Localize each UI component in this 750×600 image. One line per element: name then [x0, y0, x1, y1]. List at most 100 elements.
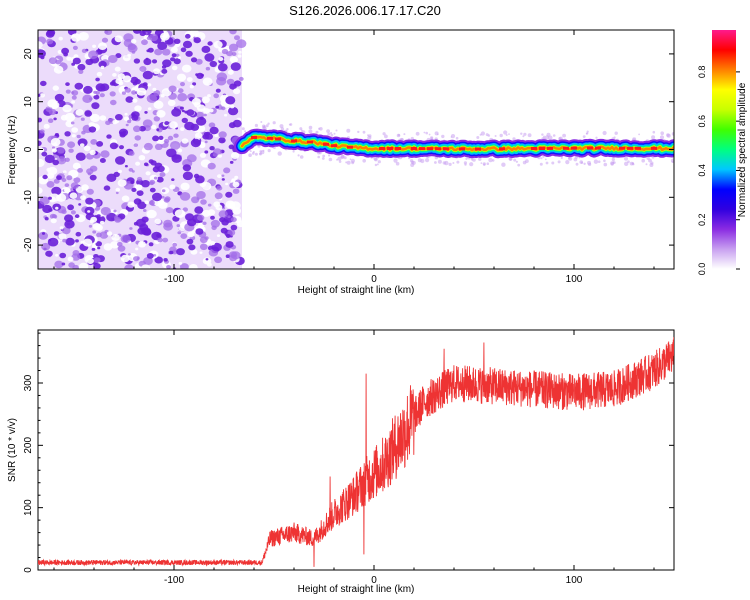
signal-halo-dot	[652, 130, 656, 134]
noise-blob	[124, 165, 128, 168]
noise-blob	[221, 174, 225, 177]
noise-blob	[154, 48, 163, 56]
noise-blob	[124, 87, 131, 93]
spectrogram-noise-region	[38, 30, 247, 269]
noise-blob	[153, 100, 164, 110]
noise-blob	[134, 184, 143, 191]
noise-blob	[232, 181, 240, 188]
signal-halo-dot	[384, 134, 388, 139]
signal-halo-dot	[523, 132, 527, 136]
noise-blob	[88, 122, 96, 128]
signal-peak	[499, 147, 505, 151]
noise-blob	[146, 253, 154, 259]
snr-panel: -100 0 100 0 100 200 300 Height of straight l…	[7, 329, 675, 595]
signal-halo-dot	[587, 160, 591, 165]
noise-blob	[160, 94, 165, 98]
noise-blob	[52, 159, 59, 166]
noise-blob	[180, 127, 185, 131]
noise-blob	[218, 210, 228, 219]
signal-halo-dot	[476, 136, 480, 139]
noise-blob	[115, 53, 122, 59]
noise-blob	[42, 174, 48, 180]
noise-blob	[169, 250, 174, 255]
signal-halo-dot	[373, 156, 378, 161]
noise-blob	[59, 252, 67, 259]
noise-blob	[64, 131, 71, 137]
signal-peak	[651, 146, 657, 150]
noise-blob	[55, 253, 59, 257]
noise-blob	[122, 75, 132, 83]
signal-halo-dot	[586, 132, 589, 135]
figure-title: S126.2026.006.17.17.C20	[289, 3, 441, 18]
noise-blob	[230, 62, 241, 71]
noise-blob	[64, 183, 70, 188]
noise-blob	[89, 174, 97, 181]
noise-blob	[125, 123, 129, 127]
signal-halo-dot	[632, 137, 637, 142]
noise-blob	[106, 231, 113, 236]
signal-halo-dot	[308, 125, 313, 130]
signal-halo-dot	[560, 156, 563, 159]
noise-blob	[53, 117, 57, 121]
noise-blob	[69, 192, 78, 199]
noise-blob	[225, 200, 236, 209]
signal-halo-dot	[480, 162, 483, 165]
noise-blob	[170, 57, 176, 62]
noise-blob	[65, 89, 71, 94]
noise-blob	[64, 219, 75, 229]
signal-halo-dot	[645, 163, 648, 166]
noise-blob	[210, 215, 215, 220]
noise-blob	[66, 56, 72, 61]
noise-blob	[148, 200, 155, 206]
noise-blob	[62, 227, 71, 235]
noise-blob	[89, 149, 96, 156]
noise-blob	[81, 48, 87, 54]
noise-blob	[233, 88, 241, 95]
noise-blob	[151, 124, 157, 130]
signal-halo-dot	[487, 134, 491, 137]
noise-blob	[119, 132, 126, 138]
signal-halo-dot	[611, 157, 615, 162]
noise-blob	[182, 40, 193, 49]
noise-blob	[146, 94, 158, 103]
noise-blob	[49, 193, 60, 202]
noise-blob	[167, 135, 174, 141]
noise-blob	[61, 262, 66, 266]
noise-blob	[166, 265, 171, 269]
noise-blob	[232, 188, 240, 194]
noise-blob	[207, 203, 212, 207]
signal-peak	[531, 147, 537, 150]
noise-blob	[204, 53, 215, 62]
noise-blob	[185, 50, 193, 57]
noise-blob	[86, 188, 94, 195]
signal-halo-dot	[482, 162, 486, 166]
noise-blob	[236, 220, 245, 228]
signal-halo-dot	[632, 162, 634, 164]
noise-blob	[71, 127, 79, 133]
noise-blob	[136, 190, 144, 197]
noise-blob	[229, 30, 237, 35]
noise-blob	[192, 82, 197, 86]
signal-halo-dot	[410, 136, 414, 141]
noise-blob	[139, 66, 147, 72]
noise-blob	[117, 73, 125, 80]
noise-blob	[71, 95, 77, 100]
noise-blob	[154, 143, 163, 150]
noise-blob	[72, 57, 81, 65]
noise-blob	[64, 188, 68, 192]
signal-halo-dot	[442, 161, 446, 165]
spectrogram-x-tick-label: -100	[164, 274, 184, 285]
noise-blob	[133, 256, 140, 262]
noise-blob	[190, 57, 198, 63]
signal-halo-dot	[509, 157, 513, 161]
noise-blob	[194, 206, 204, 214]
noise-blob	[74, 214, 80, 219]
noise-blob	[195, 116, 207, 126]
noise-blob	[87, 210, 91, 213]
noise-blob	[204, 150, 209, 154]
noise-blob	[125, 96, 134, 103]
noise-blob	[173, 133, 179, 138]
noise-blob	[182, 164, 192, 172]
noise-blob	[199, 116, 204, 121]
